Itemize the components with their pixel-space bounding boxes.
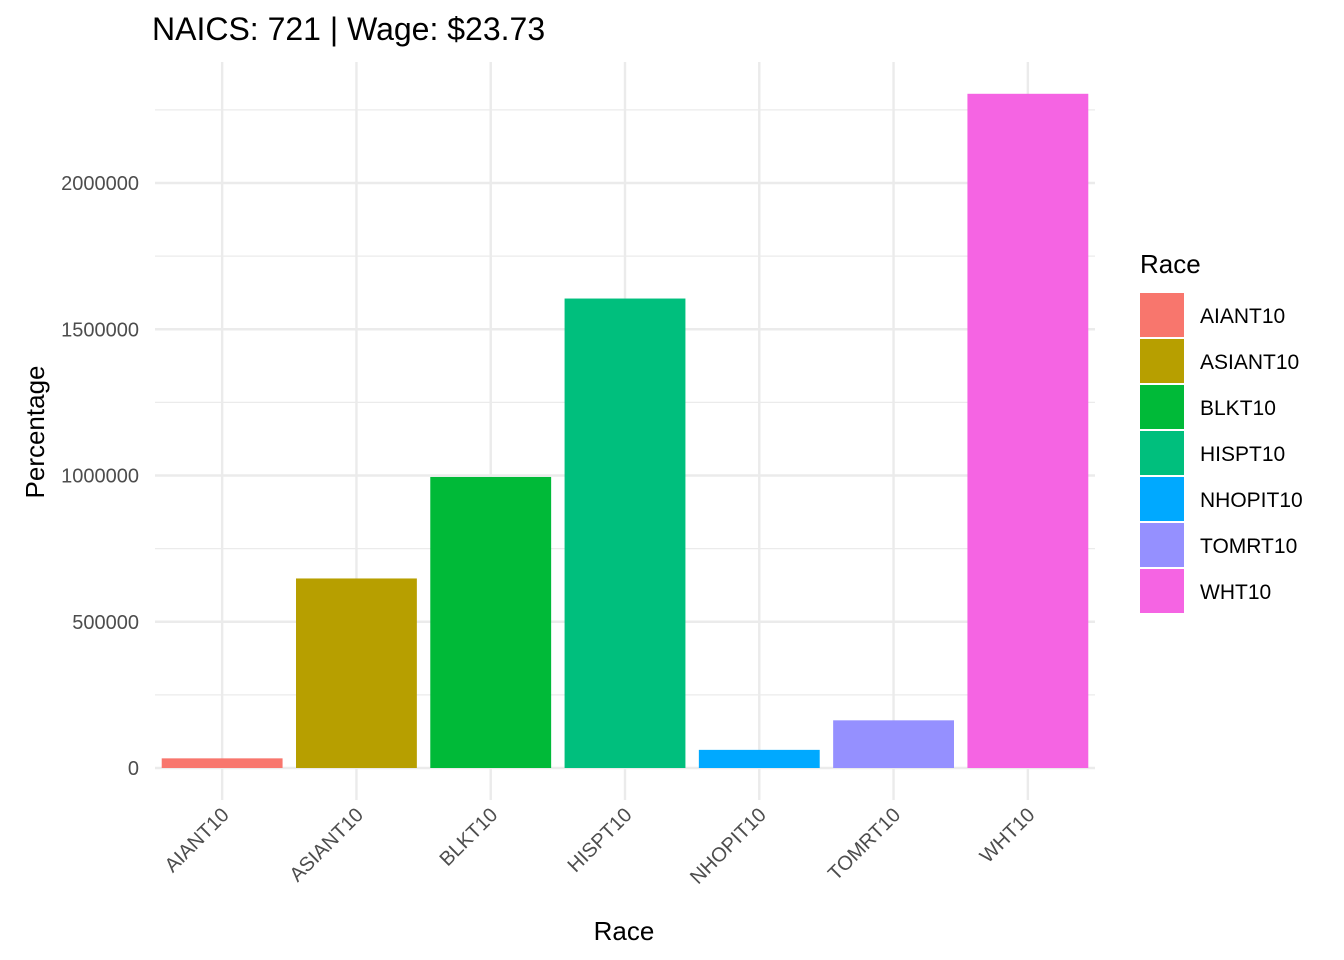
legend-items: AIANT10 ASIANT10 BLKT10 HISPT10 NHOPIT10 TOMR… [1140, 293, 1303, 613]
y-tick-label: 0 [128, 758, 139, 780]
x-tick-label: NHOPIT10 [686, 804, 771, 889]
y-tick-label: 2000000 [61, 173, 139, 195]
legend-label: ASIANT10 [1200, 351, 1299, 374]
legend-label: BLKT10 [1200, 397, 1276, 420]
x-axis-ticks: AIANT10 ASIANT10 BLKT10 HISPT10 NHOPIT10 TOMR… [161, 804, 1040, 889]
bar-wht10 [967, 93, 1089, 769]
x-tick-label: TOMRT10 [824, 804, 905, 885]
legend-label: NHOPIT10 [1200, 489, 1303, 512]
legend-key-hispt10 [1140, 431, 1184, 475]
bar-nhopit10 [698, 749, 820, 768]
y-tick-label: 1000000 [61, 466, 139, 488]
bar-asiant10 [296, 578, 417, 768]
y-axis-ticks: 0 500000 1000000 1500000 2000000 [61, 173, 139, 780]
legend-title: Race [1140, 249, 1201, 279]
legend-key-aiant10 [1140, 293, 1184, 337]
y-axis-title: Percentage [20, 366, 50, 499]
x-tick-label: HISPT10 [564, 804, 637, 877]
x-tick-label: WHT10 [976, 804, 1039, 867]
legend: Race AIANT10 ASIANT10 BLKT10 HISPT10 NHOPIT1… [1140, 249, 1303, 613]
x-tick-label: ASIANT10 [286, 804, 368, 886]
legend-label: TOMRT10 [1200, 535, 1297, 558]
x-axis-title: Race [594, 916, 655, 946]
legend-label: HISPT10 [1200, 443, 1285, 466]
bar-blkt10 [430, 476, 552, 768]
legend-key-tomrt10 [1140, 523, 1184, 567]
legend-label: WHT10 [1200, 581, 1271, 604]
legend-key-nhopit10 [1140, 477, 1184, 521]
bars [161, 93, 1089, 769]
bar-hispt10 [564, 298, 686, 768]
legend-key-blkt10 [1140, 385, 1184, 429]
x-tick-label: BLKT10 [436, 804, 503, 871]
chart-title: NAICS: 721 | Wage: $23.73 [152, 11, 545, 47]
y-tick-label: 1500000 [61, 319, 139, 341]
bar-aiant10 [161, 758, 283, 768]
legend-key-asiant10 [1140, 339, 1184, 383]
legend-label: AIANT10 [1200, 305, 1285, 328]
bar-tomrt10 [833, 720, 954, 768]
x-tick-label: AIANT10 [161, 804, 234, 877]
y-tick-label: 500000 [72, 612, 139, 634]
legend-key-wht10 [1140, 569, 1184, 613]
